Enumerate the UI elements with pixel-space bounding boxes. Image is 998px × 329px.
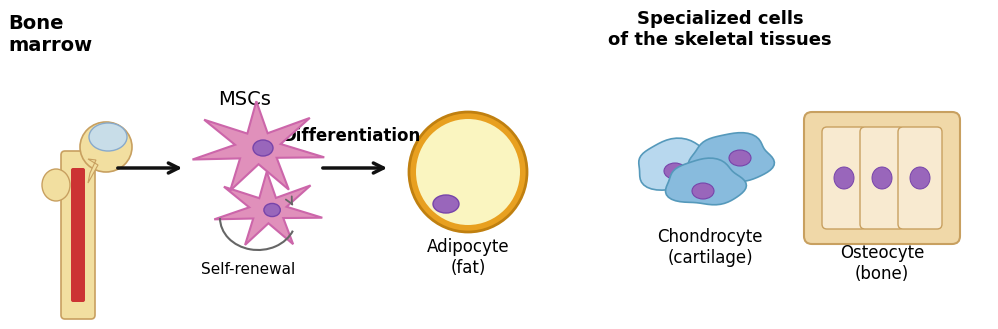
Ellipse shape: [910, 167, 930, 189]
Ellipse shape: [872, 167, 892, 189]
FancyBboxPatch shape: [61, 151, 95, 319]
Ellipse shape: [433, 195, 459, 213]
FancyBboxPatch shape: [822, 127, 866, 229]
Ellipse shape: [692, 183, 714, 199]
Ellipse shape: [834, 167, 854, 189]
Ellipse shape: [80, 122, 132, 172]
Text: Specialized cells
of the skeletal tissues: Specialized cells of the skeletal tissue…: [608, 10, 831, 49]
FancyBboxPatch shape: [898, 127, 942, 229]
Polygon shape: [666, 158, 747, 205]
Polygon shape: [639, 138, 728, 190]
Ellipse shape: [263, 203, 280, 216]
Polygon shape: [689, 133, 774, 182]
Ellipse shape: [42, 169, 70, 201]
FancyBboxPatch shape: [71, 168, 85, 302]
Text: Chondrocyte
(cartilage): Chondrocyte (cartilage): [658, 228, 762, 267]
Text: Bone
marrow: Bone marrow: [8, 14, 92, 55]
FancyBboxPatch shape: [804, 112, 960, 244]
Polygon shape: [88, 159, 98, 183]
Ellipse shape: [664, 163, 686, 179]
Polygon shape: [193, 101, 324, 190]
FancyBboxPatch shape: [860, 127, 904, 229]
Text: MSCs: MSCs: [218, 90, 270, 109]
Text: Adipocyte
(fat): Adipocyte (fat): [427, 238, 509, 277]
Text: Differentiation: Differentiation: [282, 127, 421, 145]
Ellipse shape: [416, 119, 520, 225]
Ellipse shape: [253, 140, 273, 156]
Ellipse shape: [89, 123, 127, 151]
Ellipse shape: [729, 150, 751, 166]
Text: Self-renewal: Self-renewal: [201, 262, 295, 277]
Polygon shape: [215, 172, 322, 245]
Text: Osteocyte
(bone): Osteocyte (bone): [839, 244, 924, 283]
Ellipse shape: [409, 112, 527, 232]
